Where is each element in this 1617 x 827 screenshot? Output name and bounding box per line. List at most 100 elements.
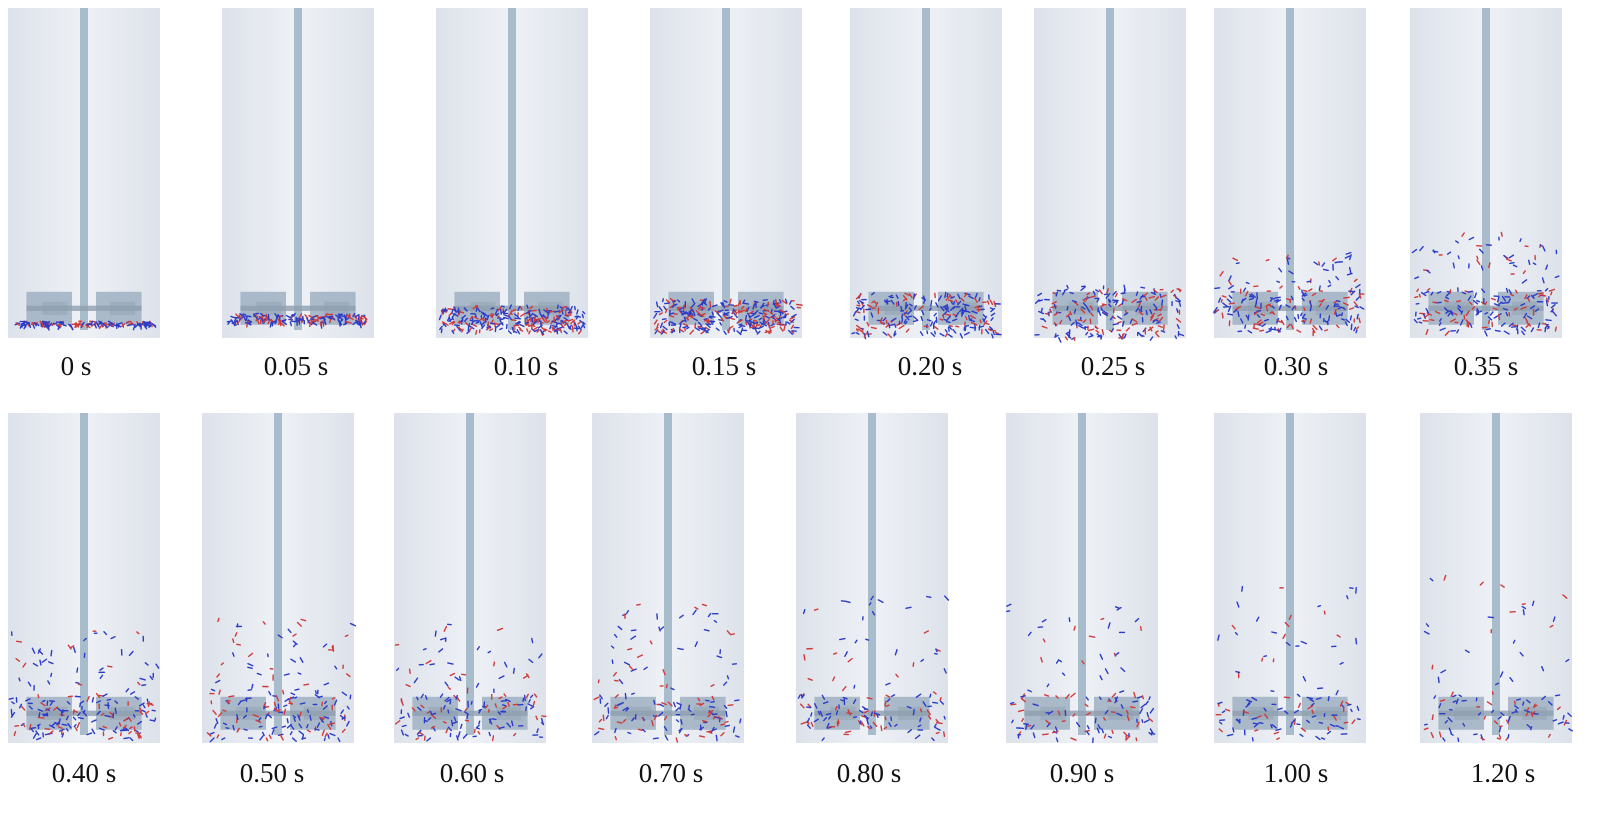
particle	[1234, 631, 1239, 636]
particle	[782, 314, 787, 319]
particle	[1123, 333, 1127, 339]
particle	[277, 634, 283, 639]
particle	[236, 643, 241, 646]
particle	[1317, 604, 1322, 608]
particle	[1318, 325, 1323, 331]
particle	[787, 329, 794, 335]
particle	[1282, 633, 1287, 640]
particle	[38, 712, 41, 718]
particle	[1158, 316, 1164, 323]
particle	[341, 691, 348, 696]
particle	[817, 710, 821, 715]
particle	[876, 714, 879, 718]
particle	[1509, 261, 1515, 265]
particle	[39, 659, 42, 666]
particle	[934, 292, 936, 299]
particle	[1512, 264, 1518, 268]
particle	[1145, 700, 1149, 706]
particle	[35, 730, 40, 736]
particle	[273, 707, 279, 712]
particle	[322, 705, 328, 710]
particle	[676, 702, 682, 706]
particle	[434, 630, 437, 637]
particle	[1111, 692, 1117, 698]
particle	[963, 292, 968, 298]
particle	[417, 706, 422, 711]
particle	[128, 650, 134, 657]
particle	[1146, 712, 1150, 718]
vessel-frame	[1212, 8, 1366, 338]
particle	[856, 304, 861, 307]
particle	[411, 707, 416, 712]
particle	[109, 711, 114, 716]
particle	[651, 719, 654, 727]
particle	[1103, 733, 1107, 739]
particle	[779, 326, 784, 332]
particle	[81, 321, 85, 325]
particle	[22, 723, 26, 728]
particle	[944, 329, 948, 333]
particle	[576, 309, 579, 315]
particle	[506, 722, 511, 728]
particle	[293, 696, 298, 699]
particle	[908, 307, 913, 312]
particle	[1103, 310, 1109, 315]
particle	[1080, 308, 1086, 314]
particle	[1274, 296, 1281, 299]
particle	[1081, 660, 1085, 665]
impeller-shaft	[1482, 8, 1490, 330]
particle	[756, 324, 761, 327]
particle	[737, 300, 742, 307]
particle	[1300, 640, 1308, 645]
particle	[283, 704, 288, 708]
particle	[1038, 299, 1044, 302]
particle	[144, 662, 149, 666]
particle	[1541, 294, 1547, 297]
particle	[517, 306, 521, 312]
particle	[244, 321, 251, 325]
particle	[1339, 700, 1344, 707]
particle	[420, 704, 425, 709]
particle	[25, 698, 31, 702]
particle	[855, 328, 859, 332]
particle	[404, 733, 409, 737]
particle	[11, 701, 15, 705]
impeller-shaft	[508, 8, 516, 330]
particle	[866, 330, 870, 338]
particle	[1460, 310, 1464, 315]
impeller-shaft	[80, 413, 88, 735]
particle	[443, 322, 449, 326]
particle	[760, 305, 765, 309]
particle	[1271, 305, 1276, 309]
particle	[986, 300, 990, 305]
particle	[1140, 286, 1146, 289]
particle	[318, 716, 324, 719]
particle	[1252, 722, 1258, 725]
particle	[1236, 601, 1240, 608]
particle	[1356, 705, 1360, 711]
particle	[486, 315, 490, 321]
particle	[1527, 297, 1531, 303]
particle	[989, 299, 994, 306]
particle	[642, 717, 645, 722]
particle	[1497, 715, 1502, 720]
particle	[1084, 703, 1089, 708]
particle	[890, 299, 895, 305]
particle	[1488, 262, 1491, 269]
particle	[1245, 314, 1249, 319]
particle	[297, 714, 301, 721]
particle	[67, 695, 73, 698]
particle	[494, 703, 498, 708]
particle	[508, 304, 513, 310]
particle	[758, 317, 763, 321]
particle	[507, 701, 510, 707]
particle	[676, 299, 681, 303]
particle	[1487, 316, 1493, 321]
particle	[308, 314, 315, 319]
particle	[1345, 701, 1350, 705]
particle	[319, 320, 323, 326]
particle	[549, 324, 552, 330]
particle	[1456, 300, 1462, 303]
particle	[823, 716, 828, 722]
particle	[1065, 313, 1071, 318]
